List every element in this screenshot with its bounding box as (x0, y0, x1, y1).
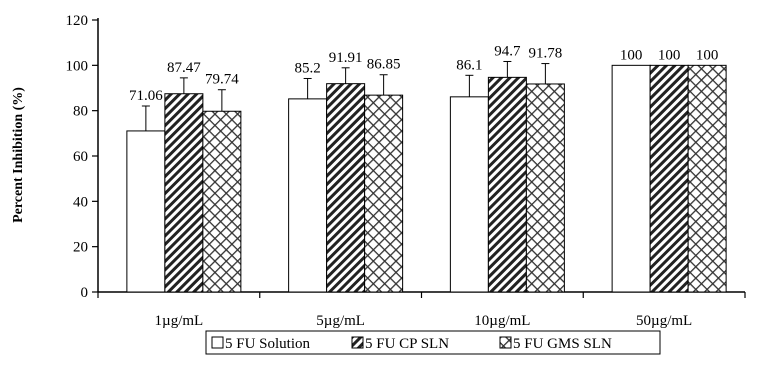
bar (525, 83, 565, 293)
y-tick-label: 80 (73, 104, 88, 120)
data-label: 91.91 (329, 50, 363, 66)
legend-label: 5 FU GMS SLN (513, 336, 612, 352)
bar (202, 110, 242, 293)
data-label: 100 (658, 47, 681, 63)
legend-label: 5 FU Solution (225, 336, 311, 352)
y-tick-label: 120 (66, 13, 89, 29)
legend-swatch (211, 336, 224, 349)
x-tick-label: 10µg/mL (474, 313, 530, 329)
legend-swatch (351, 336, 364, 349)
data-label: 71.06 (129, 88, 163, 104)
bar (126, 130, 166, 293)
x-tick-label: 50µg/mL (636, 313, 692, 329)
legend-label: 5 FU CP SLN (365, 336, 449, 352)
legend-swatch (499, 336, 512, 349)
bar (164, 93, 204, 293)
data-label: 100 (620, 47, 643, 63)
y-tick-label: 0 (81, 285, 89, 301)
y-tick-label: 100 (66, 58, 89, 74)
legend-box (205, 330, 661, 355)
x-tick-label: 5µg/mL (316, 313, 365, 329)
y-tick-label: 20 (73, 240, 88, 256)
data-label: 86.85 (367, 57, 401, 73)
data-label: 100 (696, 47, 719, 63)
bar (364, 94, 404, 293)
bar (288, 98, 328, 293)
bar (449, 96, 489, 293)
y-tick-label: 60 (73, 149, 88, 165)
data-label: 87.47 (167, 60, 201, 76)
bar (487, 76, 527, 293)
bar (326, 83, 366, 293)
y-tick-label: 40 (73, 194, 88, 210)
data-label: 86.1 (456, 57, 482, 73)
data-label: 94.7 (494, 43, 521, 59)
y-axis-title: Percent Inhibition (%) (11, 87, 26, 223)
data-label: 91.78 (529, 46, 563, 62)
bar (649, 64, 689, 293)
x-tick-label: 1µg/mL (155, 313, 204, 329)
bar (611, 64, 651, 293)
data-label: 79.74 (205, 72, 239, 88)
data-label: 85.2 (295, 60, 321, 76)
bar (687, 64, 727, 293)
